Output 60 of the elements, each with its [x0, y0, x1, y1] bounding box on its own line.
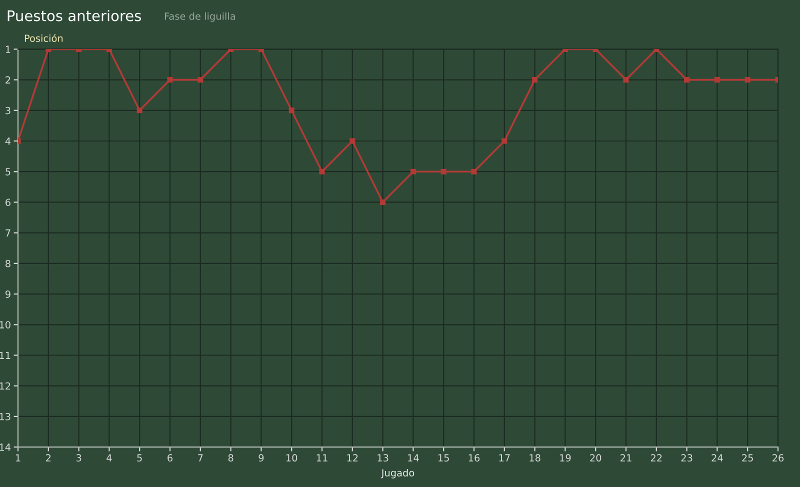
x-tick-label: 11 [316, 454, 328, 462]
point [532, 77, 538, 83]
y-tick-label: 3 [6, 106, 10, 114]
x-tick-label: 19 [560, 454, 571, 462]
point [502, 138, 508, 144]
y-tick-label: 11 [0, 352, 10, 359]
point [350, 138, 356, 144]
y-tick-label: 13 [0, 412, 10, 420]
y-tick-label: 12 [0, 382, 10, 390]
x-tick-label: 22 [650, 454, 662, 462]
x-tick-label: 17 [499, 454, 510, 462]
point [684, 77, 690, 83]
x-tick-label: 5 [137, 454, 142, 462]
x-tick-label: 6 [168, 454, 172, 462]
x-tick-label: 23 [681, 454, 692, 462]
x-tick-label: 21 [620, 454, 632, 462]
text: Fase de liguilla [164, 12, 235, 22]
x-tick-label: 8 [228, 454, 234, 462]
x-tick-label: 14 [408, 454, 419, 462]
x-tick-label: 12 [347, 454, 358, 462]
x-tick-label: 25 [742, 454, 753, 462]
x-tick-label: 4 [106, 454, 112, 462]
point [410, 168, 416, 174]
x-tick-label: 18 [530, 454, 540, 462]
point [471, 168, 477, 174]
x-tick-label: 15 [438, 454, 449, 462]
y-tick-label: 1 [6, 46, 10, 53]
x-tick-label: 3 [76, 454, 82, 462]
x-tick-label: 16 [468, 454, 480, 462]
point [319, 168, 325, 174]
point [136, 108, 142, 114]
point [714, 77, 720, 83]
y-axis-title: Posición [24, 34, 63, 42]
point [744, 77, 750, 83]
x-tick-label: 26 [772, 454, 784, 462]
y-tick-label: 6 [6, 198, 10, 206]
point [167, 77, 173, 83]
point [440, 168, 446, 174]
y-tick-label: 7 [6, 229, 10, 237]
y-tick-label: 4 [5, 138, 11, 145]
x-tick-label: 7 [198, 454, 203, 462]
x-tick-label: 1 [16, 454, 20, 462]
point [198, 77, 204, 83]
point [380, 199, 386, 205]
x-axis-title: Jugado [380, 468, 414, 478]
x-tick-label: 2 [46, 454, 51, 462]
y-tick-label: 5 [6, 168, 10, 176]
point [288, 108, 294, 114]
chart-title: Puestos anteriores [8, 10, 141, 22]
y-tick-label: 10 [0, 321, 10, 328]
x-tick-label: 20 [590, 454, 602, 462]
point [623, 77, 629, 83]
y-tick-label: 2 [6, 76, 10, 84]
y-tick-label: 9 [5, 290, 10, 298]
y-tick-label: 8 [6, 260, 10, 268]
x-tick-label: 24 [712, 454, 723, 462]
y-tick-label: 14 [0, 444, 11, 451]
x-tick-label: 9 [258, 454, 264, 462]
x-tick-label: 10 [286, 454, 298, 462]
x-tick-label: 13 [378, 454, 388, 462]
